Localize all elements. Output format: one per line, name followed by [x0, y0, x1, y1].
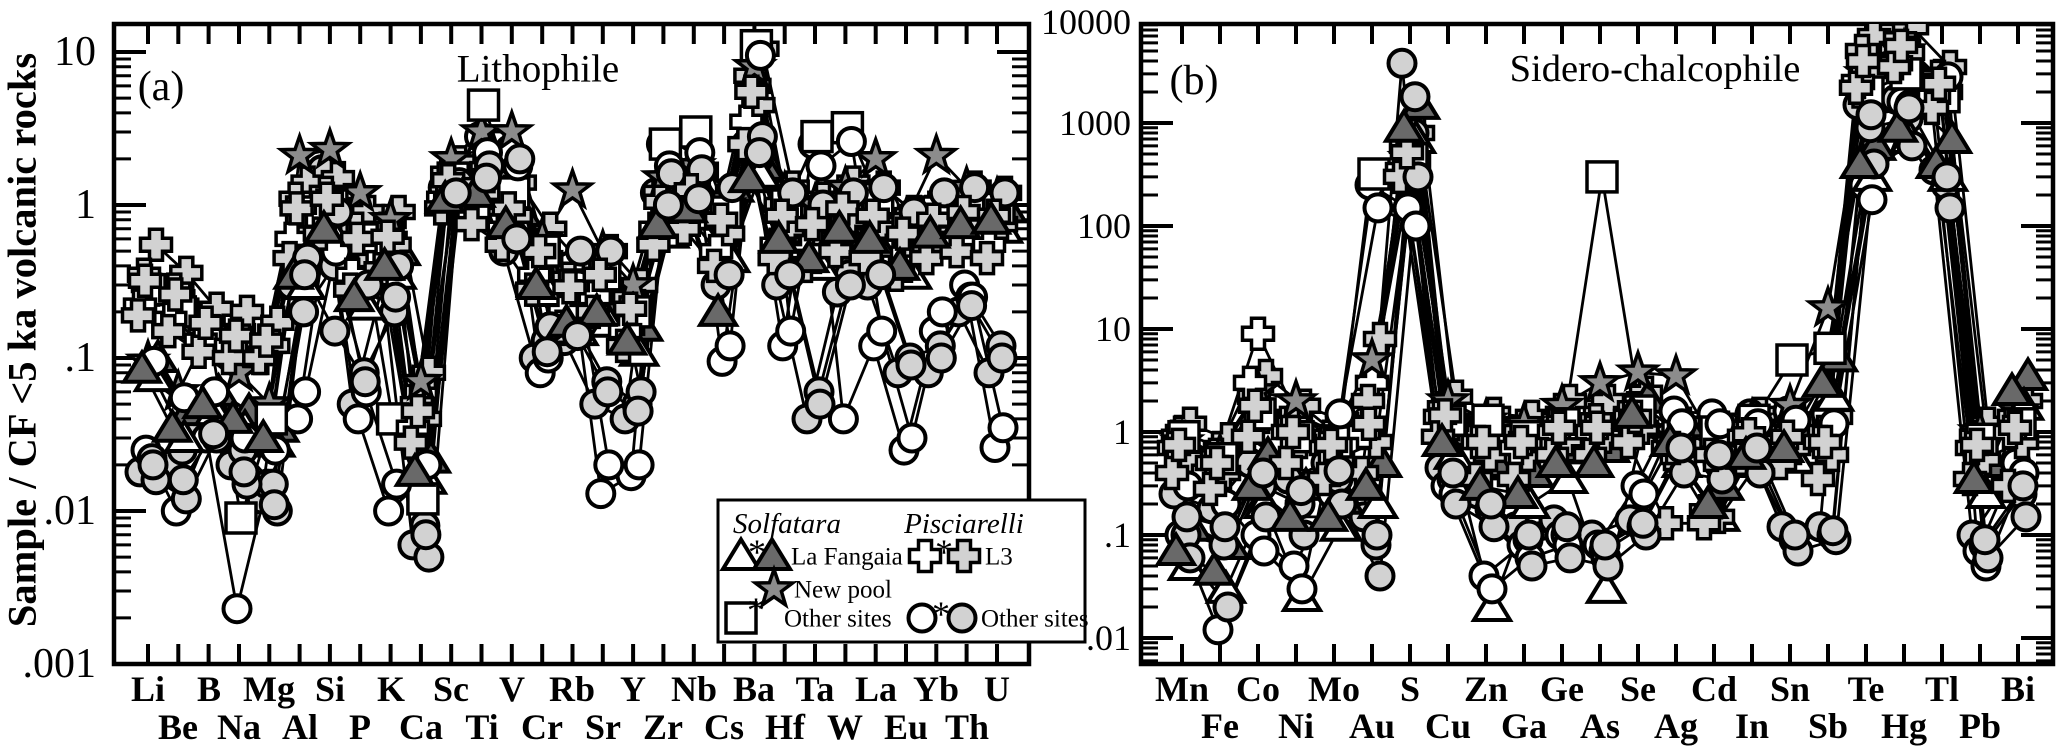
svg-text:Co: Co	[1236, 669, 1280, 709]
svg-text:La: La	[855, 669, 897, 709]
svg-text:1: 1	[75, 182, 96, 228]
svg-text:Cu: Cu	[1425, 706, 1471, 746]
svg-text:Pb: Pb	[1959, 706, 2001, 746]
svg-text:Other sites: Other sites	[784, 606, 892, 633]
svg-text:Bi: Bi	[2001, 669, 2035, 709]
svg-text:V: V	[499, 669, 525, 709]
svg-text:K: K	[377, 669, 405, 709]
svg-text:Ba: Ba	[733, 669, 775, 709]
svg-text:Zr: Zr	[643, 707, 683, 747]
svg-text:Y: Y	[620, 669, 646, 709]
svg-text:Si: Si	[315, 669, 345, 709]
svg-text:.01: .01	[1086, 618, 1131, 658]
svg-text:L3: L3	[985, 544, 1013, 571]
svg-text:Pisciarelli: Pisciarelli	[903, 508, 1024, 540]
svg-text:Nb: Nb	[671, 669, 717, 709]
svg-text:Ca: Ca	[399, 707, 443, 747]
svg-text:Cr: Cr	[521, 707, 563, 747]
svg-text:Ga: Ga	[1501, 706, 1547, 746]
svg-text:Cs: Cs	[704, 707, 744, 747]
svg-text:Ta: Ta	[796, 669, 835, 709]
svg-text:Sample / CF <5 ka volcanic ro: Sample / CF <5 ka volcanic rocks	[0, 53, 45, 627]
svg-text:Tl: Tl	[1925, 669, 1959, 709]
svg-text:Solfatara: Solfatara	[733, 508, 841, 540]
svg-text:As: As	[1580, 706, 1620, 746]
svg-text:Sb: Sb	[1808, 706, 1848, 746]
svg-text:In: In	[1735, 706, 1769, 746]
svg-text:New pool: New pool	[794, 577, 892, 604]
svg-text:Na: Na	[217, 707, 261, 747]
svg-text:Mo: Mo	[1308, 669, 1360, 709]
svg-text:Sidero-chalcophile: Sidero-chalcophile	[1510, 48, 1801, 90]
svg-text:Ni: Ni	[1278, 706, 1314, 746]
svg-text:(b): (b)	[1170, 58, 1219, 104]
svg-text:.001: .001	[23, 641, 97, 687]
svg-text:Sc: Sc	[433, 669, 469, 709]
svg-text:100: 100	[1077, 206, 1131, 246]
svg-text:Hg: Hg	[1881, 706, 1927, 746]
svg-text:Other sites: Other sites	[981, 606, 1089, 633]
svg-text:P: P	[349, 707, 371, 747]
svg-text:U: U	[984, 669, 1010, 709]
svg-text:B: B	[197, 669, 221, 709]
svg-text:.01: .01	[44, 488, 97, 534]
svg-text:Ti: Ti	[465, 707, 498, 747]
svg-text:(a): (a)	[138, 64, 185, 110]
svg-text:10: 10	[1095, 309, 1131, 349]
svg-text:Se: Se	[1620, 669, 1656, 709]
svg-text:Zn: Zn	[1464, 669, 1508, 709]
svg-text:Sr: Sr	[585, 707, 621, 747]
svg-text:S: S	[1400, 669, 1420, 709]
svg-text:.1: .1	[65, 335, 97, 381]
svg-text:Ge: Ge	[1540, 669, 1584, 709]
svg-text:.1: .1	[1104, 515, 1131, 555]
svg-text:Lithophile: Lithophile	[457, 48, 619, 91]
svg-text:Yb: Yb	[913, 669, 959, 709]
svg-text:Al: Al	[282, 707, 318, 747]
svg-text:10: 10	[54, 29, 96, 75]
svg-text:1: 1	[1113, 412, 1131, 452]
svg-text:Eu: Eu	[884, 707, 928, 747]
svg-text:Au: Au	[1349, 706, 1395, 746]
svg-text:Cd: Cd	[1691, 669, 1737, 709]
svg-text:Li: Li	[131, 669, 165, 709]
svg-text:1000: 1000	[1059, 103, 1131, 143]
svg-text:Fe: Fe	[1201, 706, 1239, 746]
svg-text:Th: Th	[945, 707, 989, 747]
svg-text:Rb: Rb	[549, 669, 595, 709]
svg-text:Sn: Sn	[1770, 669, 1810, 709]
svg-text:*: *	[932, 594, 950, 634]
svg-text:Be: Be	[158, 707, 198, 747]
svg-text:*: *	[747, 590, 765, 630]
svg-text:Mn: Mn	[1155, 669, 1209, 709]
svg-text:Mg: Mg	[243, 669, 295, 709]
svg-text:Hf: Hf	[765, 707, 806, 747]
svg-text:W: W	[827, 707, 863, 747]
svg-text:Te: Te	[1848, 669, 1885, 709]
svg-text:La Fangaia: La Fangaia	[791, 544, 903, 571]
svg-text:10000: 10000	[1041, 2, 1131, 42]
svg-text:Ag: Ag	[1654, 706, 1698, 746]
